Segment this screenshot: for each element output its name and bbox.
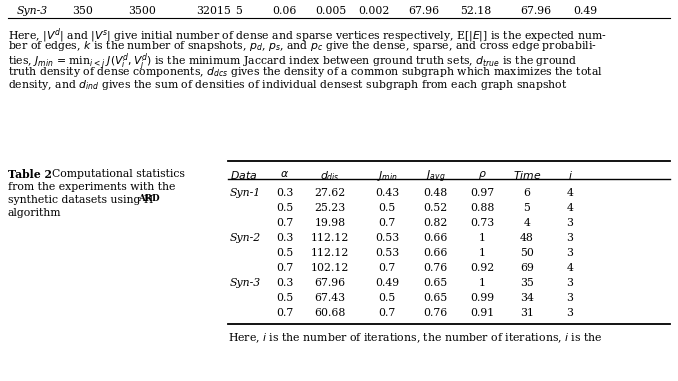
Text: Syn-3: Syn-3 — [17, 6, 48, 16]
Text: 1: 1 — [479, 278, 485, 288]
Text: 35: 35 — [520, 278, 534, 288]
Text: synthetic datasets using H: synthetic datasets using H — [8, 195, 153, 205]
Text: 27.62: 27.62 — [315, 188, 346, 198]
Text: 0.76: 0.76 — [423, 308, 447, 318]
Text: 0.48: 0.48 — [423, 188, 447, 198]
Text: algorithm: algorithm — [8, 208, 62, 218]
Text: $J_{avg}$: $J_{avg}$ — [424, 169, 445, 186]
Text: $J_{min}$: $J_{min}$ — [376, 169, 397, 183]
Text: 0.5: 0.5 — [378, 203, 396, 213]
Text: 0.66: 0.66 — [423, 233, 447, 243]
Text: 34: 34 — [520, 293, 534, 303]
Text: 112.12: 112.12 — [311, 233, 349, 243]
Text: 112.12: 112.12 — [311, 248, 349, 258]
Text: 3: 3 — [567, 248, 574, 258]
Text: 0.3: 0.3 — [277, 233, 294, 243]
Text: 50: 50 — [520, 248, 534, 258]
Text: 0.7: 0.7 — [277, 218, 294, 228]
Text: 0.5: 0.5 — [378, 293, 396, 303]
Text: 0.92: 0.92 — [470, 263, 494, 273]
Text: 0.52: 0.52 — [423, 203, 447, 213]
Text: 4: 4 — [567, 188, 574, 198]
Text: 0.43: 0.43 — [375, 188, 399, 198]
Text: 3: 3 — [567, 308, 574, 318]
Text: ber of edges, $k$ is the number of snapshots, $p_d$, $p_s$, and $p_c$ give the d: ber of edges, $k$ is the number of snaps… — [8, 39, 597, 53]
Text: 4: 4 — [567, 203, 574, 213]
Text: Here, $|V^d|$ and $|V^s|$ give initial number of dense and sparse vertices respe: Here, $|V^d|$ and $|V^s|$ give initial n… — [8, 26, 607, 45]
Text: 6: 6 — [523, 188, 530, 198]
Text: 350: 350 — [72, 6, 93, 16]
Text: 0.49: 0.49 — [573, 6, 597, 16]
Text: 1: 1 — [479, 248, 485, 258]
Text: 0.7: 0.7 — [277, 308, 294, 318]
Text: 0.73: 0.73 — [470, 218, 494, 228]
Text: 5: 5 — [523, 203, 530, 213]
Text: $i$: $i$ — [567, 169, 572, 181]
Text: 60.68: 60.68 — [315, 308, 346, 318]
Text: 48: 48 — [520, 233, 534, 243]
Text: $Data$: $Data$ — [230, 169, 257, 181]
Text: $\alpha$: $\alpha$ — [281, 169, 290, 179]
Text: 0.06: 0.06 — [272, 6, 296, 16]
Text: from the experiments with the: from the experiments with the — [8, 182, 176, 192]
Text: 0.3: 0.3 — [277, 278, 294, 288]
Text: $\rho$: $\rho$ — [477, 169, 486, 181]
Text: 0.3: 0.3 — [277, 188, 294, 198]
Text: 67.96: 67.96 — [315, 278, 346, 288]
Text: Table 2: Table 2 — [8, 169, 52, 180]
Text: 69: 69 — [520, 263, 534, 273]
Text: Here, $i$ is the number of iterations, the number of iterations, $i$ is the: Here, $i$ is the number of iterations, t… — [228, 331, 603, 344]
Text: density, and $d_{ind}$ gives the sum of densities of individual densest subgraph: density, and $d_{ind}$ gives the sum of … — [8, 78, 567, 92]
Text: 0.5: 0.5 — [277, 203, 294, 213]
Text: 0.66: 0.66 — [423, 248, 447, 258]
Text: 0.65: 0.65 — [423, 293, 447, 303]
Text: 0.97: 0.97 — [470, 188, 494, 198]
Text: 0.82: 0.82 — [423, 218, 447, 228]
Text: 0.88: 0.88 — [470, 203, 494, 213]
Text: 3: 3 — [567, 233, 574, 243]
Text: 0.002: 0.002 — [358, 6, 389, 16]
Text: 5: 5 — [235, 6, 242, 16]
Text: 3: 3 — [567, 293, 574, 303]
Text: 0.7: 0.7 — [277, 263, 294, 273]
Text: 67.43: 67.43 — [315, 293, 346, 303]
Text: 0.7: 0.7 — [378, 263, 396, 273]
Text: 0.5: 0.5 — [277, 293, 294, 303]
Text: Syn-3: Syn-3 — [230, 278, 261, 288]
Text: 4: 4 — [523, 218, 530, 228]
Text: $Time$: $Time$ — [513, 169, 541, 181]
Text: 52.18: 52.18 — [460, 6, 492, 16]
Text: 0.99: 0.99 — [470, 293, 494, 303]
Text: 3500: 3500 — [128, 6, 156, 16]
Text: 67.96: 67.96 — [408, 6, 439, 16]
Text: ARD: ARD — [138, 194, 159, 203]
Text: truth density of dense components, $d_{dcs}$ gives the density of a common subgr: truth density of dense components, $d_{d… — [8, 65, 603, 79]
Text: 19.98: 19.98 — [315, 218, 346, 228]
Text: 102.12: 102.12 — [311, 263, 349, 273]
Text: 32015: 32015 — [196, 6, 231, 16]
Text: $d_{dis}$: $d_{dis}$ — [320, 169, 340, 183]
Text: 0.49: 0.49 — [375, 278, 399, 288]
Text: 0.65: 0.65 — [423, 278, 447, 288]
Text: 0.7: 0.7 — [378, 308, 396, 318]
Text: 0.53: 0.53 — [375, 248, 399, 258]
Text: 31: 31 — [520, 308, 534, 318]
Text: Computational statistics: Computational statistics — [52, 169, 185, 179]
Text: 0.76: 0.76 — [423, 263, 447, 273]
Text: 1: 1 — [479, 233, 485, 243]
Text: 3: 3 — [567, 218, 574, 228]
Text: Syn-1: Syn-1 — [230, 188, 261, 198]
Text: 4: 4 — [567, 263, 574, 273]
Text: 3: 3 — [567, 278, 574, 288]
Text: Syn-2: Syn-2 — [230, 233, 261, 243]
Text: 25.23: 25.23 — [315, 203, 346, 213]
Text: 0.005: 0.005 — [315, 6, 346, 16]
Text: 0.5: 0.5 — [277, 248, 294, 258]
Text: 0.7: 0.7 — [378, 218, 396, 228]
Text: 0.53: 0.53 — [375, 233, 399, 243]
Text: ties, $J_{min}$ = min$_{i<j}$ $J(V^d_i, V^d_j)$ is the minimum Jaccard index bet: ties, $J_{min}$ = min$_{i<j}$ $J(V^d_i, … — [8, 52, 577, 74]
Text: 0.91: 0.91 — [470, 308, 494, 318]
Text: 67.96: 67.96 — [520, 6, 551, 16]
